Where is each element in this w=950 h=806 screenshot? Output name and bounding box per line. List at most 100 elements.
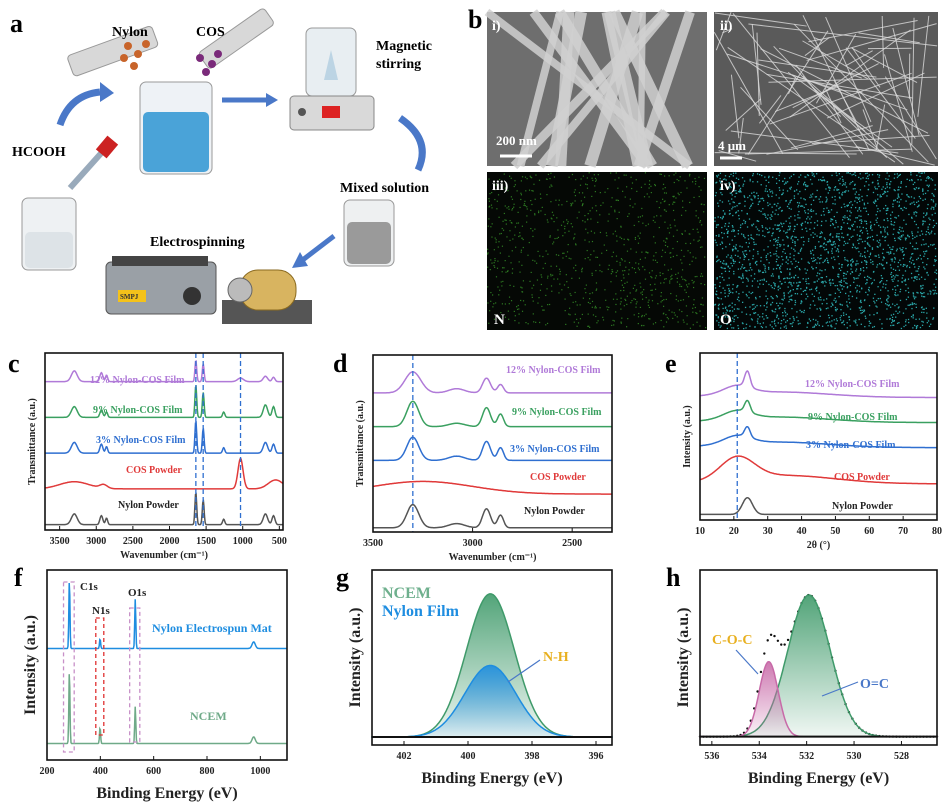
eds-dot (855, 270, 857, 272)
eds-dot (774, 285, 776, 287)
eds-dot (702, 315, 704, 318)
eds-dot (717, 224, 720, 226)
eds-dot (728, 305, 730, 307)
eds-dot (737, 178, 740, 181)
eds-dot (660, 301, 662, 303)
eds-dot (828, 187, 830, 189)
eds-dot (694, 276, 696, 278)
eds-dot (820, 257, 822, 259)
eds-dot (621, 284, 624, 286)
x-axis-label: 2θ (°) (807, 540, 830, 551)
eds-dot (851, 225, 854, 227)
eds-dot (715, 182, 717, 184)
eds-dot (878, 256, 880, 259)
eds-dot (735, 211, 738, 213)
eds-dot (585, 183, 587, 185)
x-tick-label: 600 (146, 766, 161, 777)
eds-dot (757, 318, 759, 320)
eds-dot (731, 288, 734, 290)
eds-dot (860, 178, 862, 180)
eds-dot (793, 254, 795, 257)
eds-dot (843, 323, 845, 326)
eds-dot (870, 226, 872, 229)
eds-dot (841, 236, 843, 238)
eds-dot (881, 277, 884, 280)
eds-dot (526, 178, 528, 180)
eds-dot (836, 211, 838, 214)
eds-dot (732, 206, 734, 208)
eds-dot (932, 199, 934, 201)
annotation-o-c: O=C (860, 677, 889, 692)
eds-dot (838, 276, 840, 278)
x-tick-label: 3500 (50, 536, 70, 547)
eds-dot (890, 223, 892, 225)
eds-dot (735, 192, 737, 194)
eds-dot (702, 304, 704, 306)
eds-dot (911, 202, 913, 204)
eds-dot (773, 320, 776, 323)
eds-dot (917, 292, 919, 294)
eds-dot (771, 326, 773, 328)
eds-dot (660, 319, 662, 322)
eds-dot (508, 303, 510, 305)
eds-dot (721, 237, 724, 239)
eds-dot (720, 292, 722, 294)
mixed-beaker-icon (343, 199, 395, 267)
eds-dot (490, 259, 492, 261)
eds-dot (809, 304, 812, 306)
eds-dot (864, 240, 866, 242)
eds-dot (820, 308, 822, 311)
eds-dot (893, 237, 896, 240)
eds-dot (737, 190, 740, 193)
eds-dot (813, 326, 815, 328)
eds-dot (913, 187, 915, 190)
eds-dot (701, 275, 704, 277)
eds-dot (783, 292, 785, 294)
eds-dot (915, 187, 918, 189)
eds-dot (906, 266, 908, 268)
eds-dot (783, 230, 785, 232)
eds-dot (815, 288, 817, 290)
eds-dot (842, 216, 844, 218)
eds-dot (810, 203, 812, 206)
eds-dot (745, 323, 748, 325)
eds-dot (667, 246, 669, 248)
eds-dot (920, 291, 922, 294)
eds-dot (513, 203, 515, 205)
eds-dot (921, 320, 923, 323)
eds-dot (684, 180, 686, 182)
eds-dot (606, 235, 608, 237)
eds-dot (814, 233, 816, 235)
eds-dot (564, 298, 566, 300)
eds-dot (573, 237, 575, 239)
eds-dot (769, 251, 771, 254)
eds-dot (729, 192, 731, 194)
eds-dot (759, 200, 761, 202)
eds-dot (610, 206, 612, 208)
eds-dot (731, 310, 734, 312)
arrow-icon (298, 234, 336, 264)
eds-dot (607, 309, 609, 311)
eds-dot (743, 195, 745, 197)
eds-dot (647, 304, 650, 306)
eds-dot (878, 241, 880, 244)
eds-dot (639, 232, 641, 234)
eds-dot (775, 239, 778, 242)
eds-dot (751, 319, 754, 321)
eds-dot (747, 234, 749, 237)
eds-dot (829, 187, 832, 189)
eds-dot (765, 314, 767, 317)
eds-dot (502, 267, 504, 269)
eds-dot (837, 249, 839, 251)
eds-dot (804, 289, 807, 292)
eds-dot (821, 280, 824, 283)
eds-dot (739, 202, 741, 205)
eds-dot (785, 325, 787, 327)
eds-dot (899, 238, 902, 241)
eds-dot (847, 234, 849, 236)
eds-dot (807, 212, 809, 215)
eds-dot (816, 220, 819, 222)
eds-dot (740, 224, 742, 226)
eds-dot (810, 288, 813, 290)
eds-dot (559, 270, 561, 273)
